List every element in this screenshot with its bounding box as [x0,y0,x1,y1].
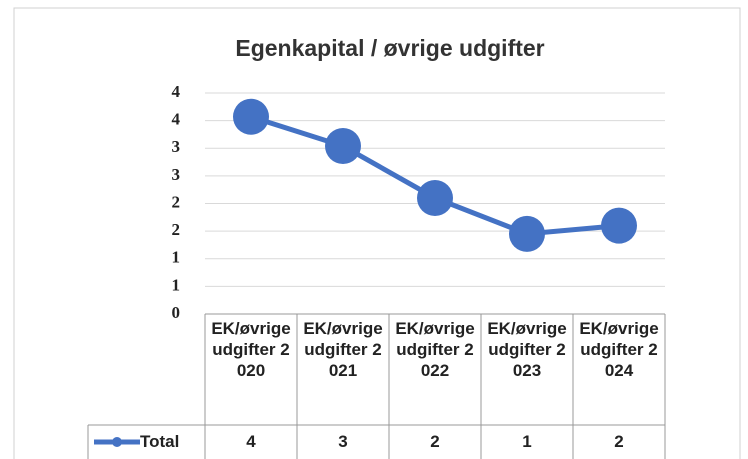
y-tick-label: 2 [172,192,181,211]
y-tick-label: 3 [172,165,181,184]
y-tick-label: 0 [172,303,181,322]
value-cell: 2 [430,432,440,451]
category-cell: EK/øvrige udgifter 2020 [211,319,291,380]
category-cell: EK/øvrige udgifter 2023 [487,319,567,380]
y-tick-label: 4 [172,82,181,101]
y-tick-label: 2 [172,220,181,239]
y-tick-label: 1 [172,275,181,294]
value-cell: 1 [522,432,532,451]
y-tick-label: 1 [172,248,181,267]
point [601,207,637,244]
y-tick-label: 4 [172,110,181,129]
point [233,98,269,135]
value-cell: 2 [614,432,624,451]
value-cell: 4 [246,432,256,451]
category-cell: EK/øvrige udgifter 2021 [303,319,383,380]
point [417,179,453,216]
point [325,128,361,165]
category-cell: EK/øvrige udgifter 2024 [579,319,659,380]
value-cell: 3 [338,432,348,451]
chart-title: Egenkapital / øvrige udgifter [235,35,544,61]
category-cell: EK/øvrige udgifter 2022 [395,319,475,380]
legend-marker [112,437,122,447]
point [509,215,545,252]
y-tick-label: 3 [172,137,181,156]
legend-label: Total [140,432,180,451]
